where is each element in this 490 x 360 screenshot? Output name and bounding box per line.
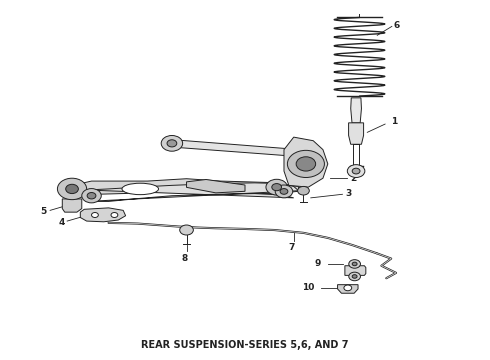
Circle shape	[92, 212, 98, 217]
Text: 9: 9	[314, 260, 320, 269]
Circle shape	[111, 212, 118, 217]
Circle shape	[180, 225, 194, 235]
Ellipse shape	[122, 183, 159, 195]
Circle shape	[161, 135, 183, 151]
Circle shape	[272, 184, 282, 191]
Circle shape	[66, 184, 78, 194]
Text: REAR SUSPENSION-SERIES 5,6, AND 7: REAR SUSPENSION-SERIES 5,6, AND 7	[141, 340, 349, 350]
Circle shape	[297, 186, 309, 195]
Text: 5: 5	[40, 207, 47, 216]
Polygon shape	[62, 199, 82, 212]
Circle shape	[349, 260, 361, 268]
Polygon shape	[345, 266, 366, 275]
Text: 8: 8	[182, 254, 188, 263]
Polygon shape	[67, 179, 298, 194]
Text: 3: 3	[345, 189, 351, 198]
Circle shape	[57, 178, 87, 200]
Circle shape	[280, 189, 288, 194]
Circle shape	[87, 193, 96, 199]
Circle shape	[82, 189, 101, 203]
Circle shape	[344, 285, 352, 291]
Text: 1: 1	[391, 117, 397, 126]
Circle shape	[167, 140, 177, 147]
Circle shape	[266, 179, 288, 195]
Polygon shape	[87, 183, 298, 202]
Polygon shape	[351, 98, 362, 123]
Polygon shape	[187, 180, 245, 193]
Text: 10: 10	[302, 283, 314, 292]
Polygon shape	[172, 140, 291, 156]
Text: 2: 2	[350, 174, 356, 183]
Polygon shape	[80, 208, 125, 222]
Text: 7: 7	[289, 243, 295, 252]
Circle shape	[352, 168, 360, 174]
Text: 6: 6	[393, 21, 399, 30]
Circle shape	[352, 275, 357, 278]
Circle shape	[352, 262, 357, 266]
Polygon shape	[348, 123, 364, 144]
Circle shape	[347, 165, 365, 177]
Circle shape	[288, 150, 324, 177]
Circle shape	[349, 272, 361, 281]
Text: 4: 4	[59, 218, 65, 227]
Polygon shape	[284, 137, 328, 187]
Polygon shape	[338, 285, 358, 293]
Circle shape	[275, 185, 293, 198]
Circle shape	[296, 157, 316, 171]
